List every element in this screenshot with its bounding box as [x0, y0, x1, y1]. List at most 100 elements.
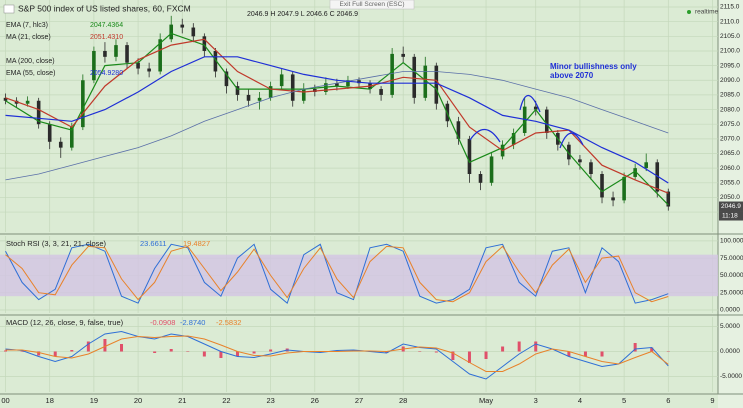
x-tick-label: 9	[710, 396, 714, 405]
histogram-bar	[583, 351, 587, 357]
y-tick-label: 2080.0	[720, 106, 740, 113]
y-tick-label: 2105.0	[720, 33, 740, 40]
histogram-bar	[467, 351, 471, 363]
histogram-bar	[501, 346, 505, 352]
candle-body	[257, 97, 262, 101]
y-tick-label: 2090.0	[720, 77, 740, 84]
histogram-bar	[484, 351, 488, 359]
candle-body	[224, 71, 229, 87]
histogram-bar	[252, 351, 256, 354]
legend-label: MA (200, close)	[6, 58, 55, 65]
y-tick-label: 2065.0	[720, 150, 740, 157]
histogram-bar	[600, 351, 604, 357]
x-tick-label: 6	[666, 396, 670, 405]
series-line	[5, 243, 669, 304]
status-dot	[687, 10, 691, 14]
candle-body	[655, 162, 660, 192]
candle-body	[301, 89, 306, 101]
candle-body	[633, 168, 637, 177]
histogram-bar	[86, 341, 90, 352]
stoch-title: Stoch RSI (3, 3, 21, 21, close)	[6, 239, 107, 248]
x-tick-label: 27	[355, 396, 363, 405]
x-tick-label: 21	[178, 396, 186, 405]
y-tick-label: 0.0000	[720, 348, 740, 355]
legend-value: 19.4827	[183, 239, 210, 248]
series-line	[5, 335, 669, 372]
chart-title: S&P 500 index of US listed shares, 60, F…	[18, 3, 191, 13]
y-tick-label: 75.0000	[720, 255, 743, 262]
candle-body	[412, 56, 417, 98]
series-line	[5, 32, 669, 206]
candle-body	[611, 197, 615, 201]
histogram-bar	[53, 351, 57, 357]
legend-value: -0.0908	[150, 318, 175, 327]
candle-body	[235, 86, 240, 95]
candle-body	[346, 80, 350, 87]
y-tick-label: 2075.0	[720, 121, 740, 128]
candle-body	[335, 83, 339, 87]
legend-label: EMA (55, close)	[6, 70, 55, 77]
candle-body	[379, 89, 383, 95]
price-tag	[719, 201, 743, 212]
legend-value: 2047.4364	[90, 22, 123, 29]
x-tick-label: 28	[399, 396, 407, 405]
histogram-bar	[153, 351, 157, 353]
candle-body	[169, 24, 174, 40]
histogram-bar	[235, 351, 239, 357]
exit-button[interactable]	[329, 0, 415, 10]
histogram-bar	[202, 351, 206, 357]
histogram-bar	[269, 349, 273, 352]
y-tick-label: 2070.0	[720, 136, 740, 143]
legend-value: -2.5832	[216, 318, 241, 327]
candle-body	[58, 141, 63, 148]
candle-body	[136, 62, 140, 69]
histogram-bar	[567, 351, 571, 357]
candle-body	[147, 68, 151, 72]
series-line	[5, 38, 669, 194]
histogram-bar	[186, 351, 190, 352]
candle-body	[478, 174, 483, 183]
histogram-bar	[219, 351, 223, 358]
candle-body	[158, 39, 162, 72]
legend-value: -2.8740	[180, 318, 205, 327]
y-tick-label: 5.0000	[720, 323, 740, 330]
x-tick-label: 20	[134, 396, 142, 405]
candle-body	[92, 50, 96, 81]
countdown-bg	[719, 211, 743, 221]
legend-label: MA (21, close)	[6, 34, 51, 41]
histogram-bar	[70, 350, 74, 352]
candle-body	[25, 100, 30, 104]
y-tick-label: 25.0000	[720, 289, 743, 296]
y-tick-label: 100.0000	[720, 238, 743, 245]
candle-body	[180, 24, 185, 28]
candle-body	[401, 53, 405, 57]
exit-button-label[interactable]: Exit Full Screen (ESC)	[339, 1, 404, 8]
y-tick-label: -5.0000	[720, 373, 742, 380]
countdown: 11:18	[722, 213, 738, 220]
ohlc: 2046.9 H 2047.9 L 2046.6 C 2046.9	[247, 11, 358, 18]
y-tick-label: 2110.0	[720, 18, 740, 25]
band	[0, 254, 718, 297]
x-tick-label: 22	[222, 396, 230, 405]
candle-body	[578, 159, 582, 163]
x-tick-label: 18	[46, 396, 54, 405]
drawn-arc	[469, 94, 584, 149]
y-tick-label: 2115.0	[720, 4, 740, 11]
histogram-bar	[385, 351, 389, 353]
annotation: Minor bullishness only	[550, 62, 637, 71]
candle-body	[666, 191, 671, 207]
histogram-bar	[517, 341, 521, 352]
candle-body	[246, 94, 251, 101]
histogram-bar	[650, 347, 654, 352]
candle-body	[213, 50, 218, 72]
legend-value: 2051.4310	[90, 34, 123, 41]
candle-body	[467, 138, 472, 174]
price-tag-label: 2046.9	[721, 203, 741, 210]
candle-body	[202, 36, 207, 51]
candle-body	[423, 65, 428, 98]
y-tick-label: 2085.0	[720, 92, 740, 99]
y-tick-label: 2095.0	[720, 62, 740, 69]
y-tick-label: 2100.0	[720, 48, 740, 55]
